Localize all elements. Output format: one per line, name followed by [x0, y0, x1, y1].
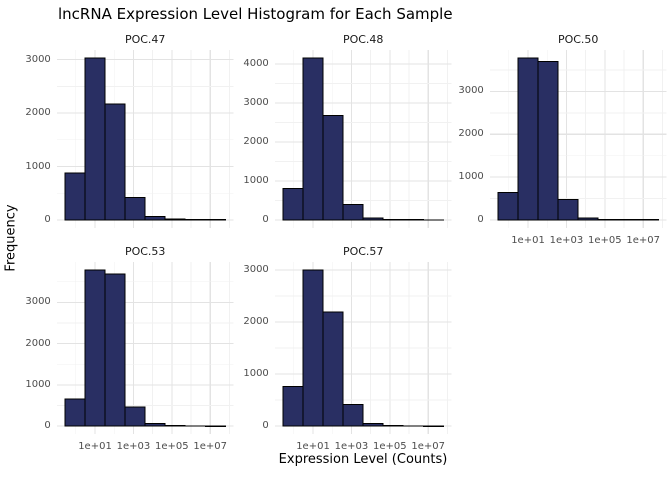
y-tick-label: 2000 — [25, 107, 51, 119]
y-tick-label: 2000 — [243, 135, 269, 147]
histogram-bar — [382, 425, 404, 427]
histogram-bar — [64, 398, 86, 427]
histogram-bar — [164, 425, 186, 427]
histogram-bar — [124, 196, 146, 221]
y-tick-label: 1000 — [243, 174, 269, 186]
y-tick-label: 0 — [477, 213, 484, 225]
y-tick-label: 3000 — [243, 263, 269, 275]
y-tick-label: 1000 — [25, 378, 51, 390]
histogram-bar — [104, 103, 126, 221]
histogram-bar — [84, 269, 106, 427]
plot-title: lncRNA Expression Level Histogram for Ea… — [58, 5, 453, 23]
histogram-bar — [362, 423, 384, 427]
histogram-bar — [124, 406, 146, 427]
histogram-bar — [164, 218, 186, 221]
y-tick-label: 0 — [44, 420, 51, 432]
histogram-bar — [104, 273, 126, 427]
facet-strip-poc-50: POC.50 — [557, 33, 599, 46]
histogram-bar — [597, 218, 619, 221]
histogram-bar — [282, 188, 304, 221]
x-tick-label: 1e+03 — [549, 234, 584, 246]
y-tick-label: 3000 — [243, 96, 269, 108]
facet-strip-poc-53: POC.53 — [124, 245, 166, 258]
y-tick-label: 0 — [44, 213, 51, 225]
x-tick-label: 1e+03 — [116, 440, 151, 452]
y-tick-label: 4000 — [243, 57, 269, 69]
y-tick-label: 1000 — [458, 171, 484, 183]
histogram-bar — [144, 216, 166, 221]
histogram-bar — [537, 61, 559, 221]
y-tick-label: 1000 — [25, 160, 51, 172]
x-tick-label: 1e+01 — [78, 440, 112, 452]
histogram-bar — [557, 198, 579, 221]
y-tick-label: 2000 — [25, 337, 51, 349]
x-tick-label: 1e+05 — [154, 440, 189, 452]
y-tick-label: 3000 — [25, 296, 51, 308]
y-tick-label: 0 — [262, 213, 269, 225]
histogram-bar — [497, 192, 519, 221]
histogram-bar — [84, 57, 106, 221]
x-tick-label: 1e+05 — [587, 234, 622, 246]
x-tick-label: 1e+01 — [296, 440, 330, 452]
x-tick-label: 1e+07 — [193, 440, 227, 452]
x-tick-label: 1e+03 — [334, 440, 369, 452]
x-tick-label: 1e+07 — [626, 234, 660, 246]
x-axis-title: Expression Level (Counts) — [278, 452, 448, 467]
x-tick-label: 1e+05 — [372, 440, 407, 452]
y-tick-label: 0 — [262, 420, 269, 432]
y-tick-label: 2000 — [243, 315, 269, 327]
x-tick-label: 1e+01 — [511, 234, 545, 246]
histogram-bar — [322, 311, 344, 427]
histogram-bar — [282, 386, 304, 427]
histogram-bar — [322, 114, 344, 221]
histogram-bar — [362, 217, 384, 221]
y-tick-label: 2000 — [458, 128, 484, 140]
histogram-bar — [302, 57, 324, 221]
x-tick-label: 1e+07 — [411, 440, 445, 452]
facet-strip-poc-47: POC.47 — [124, 33, 166, 46]
facet-strip-poc-57: POC.57 — [342, 245, 384, 258]
y-tick-label: 3000 — [25, 53, 51, 65]
facet-strip-poc-48: POC.48 — [342, 33, 384, 46]
histogram-bar — [577, 217, 599, 221]
y-tick-label: 3000 — [458, 85, 484, 97]
y-tick-label: 1000 — [243, 368, 269, 380]
histogram-bar — [64, 172, 86, 221]
histogram-bar — [517, 57, 539, 221]
histogram-bar — [342, 403, 364, 427]
histogram-bar — [302, 269, 324, 427]
histogram-bar — [342, 203, 364, 221]
histogram-bar — [144, 423, 166, 427]
